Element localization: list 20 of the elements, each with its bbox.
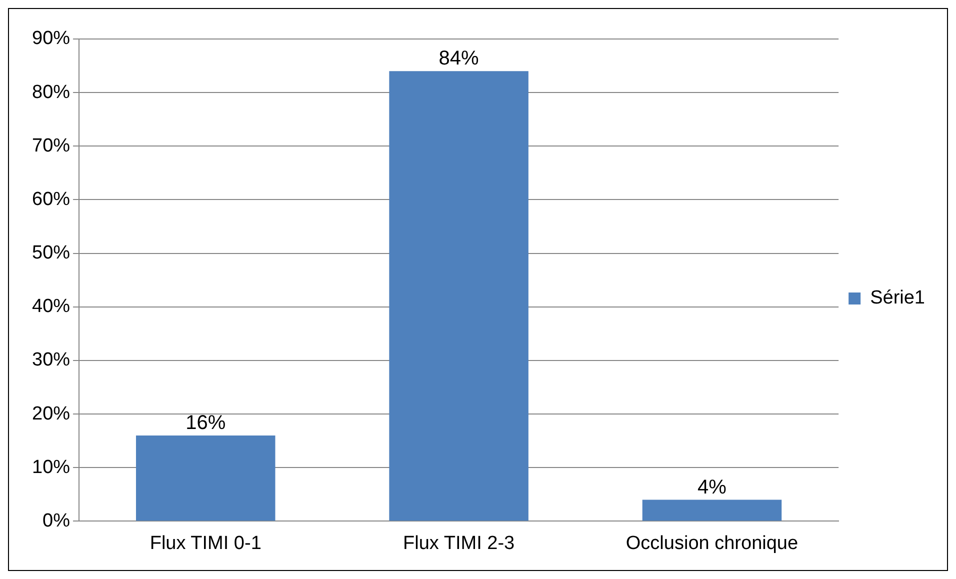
- x-tick-label: Flux TIMI 2-3: [403, 532, 515, 554]
- bar: [642, 500, 782, 521]
- y-tick-label: 20%: [32, 403, 70, 424]
- y-tick-label: 10%: [32, 456, 70, 478]
- data-label: 84%: [438, 48, 480, 70]
- legend-label: Série1: [870, 288, 925, 309]
- y-tick-label: 70%: [32, 135, 70, 156]
- y-tick-label: 0%: [42, 510, 70, 532]
- bar: [136, 435, 276, 521]
- x-tick-label: Flux TIMI 0-1: [150, 532, 262, 554]
- bar: [389, 71, 528, 521]
- y-tick-label: 80%: [32, 82, 70, 103]
- x-tick-label: Occlusion chronique: [626, 532, 798, 554]
- y-tick-label: 50%: [32, 242, 70, 264]
- y-tick-label: 60%: [32, 188, 70, 210]
- y-tick-label: 90%: [32, 28, 70, 50]
- data-label: 16%: [186, 412, 226, 434]
- data-label: 4%: [698, 476, 727, 498]
- y-tick-label: 40%: [32, 296, 70, 318]
- y-tick-label: 30%: [32, 350, 70, 371]
